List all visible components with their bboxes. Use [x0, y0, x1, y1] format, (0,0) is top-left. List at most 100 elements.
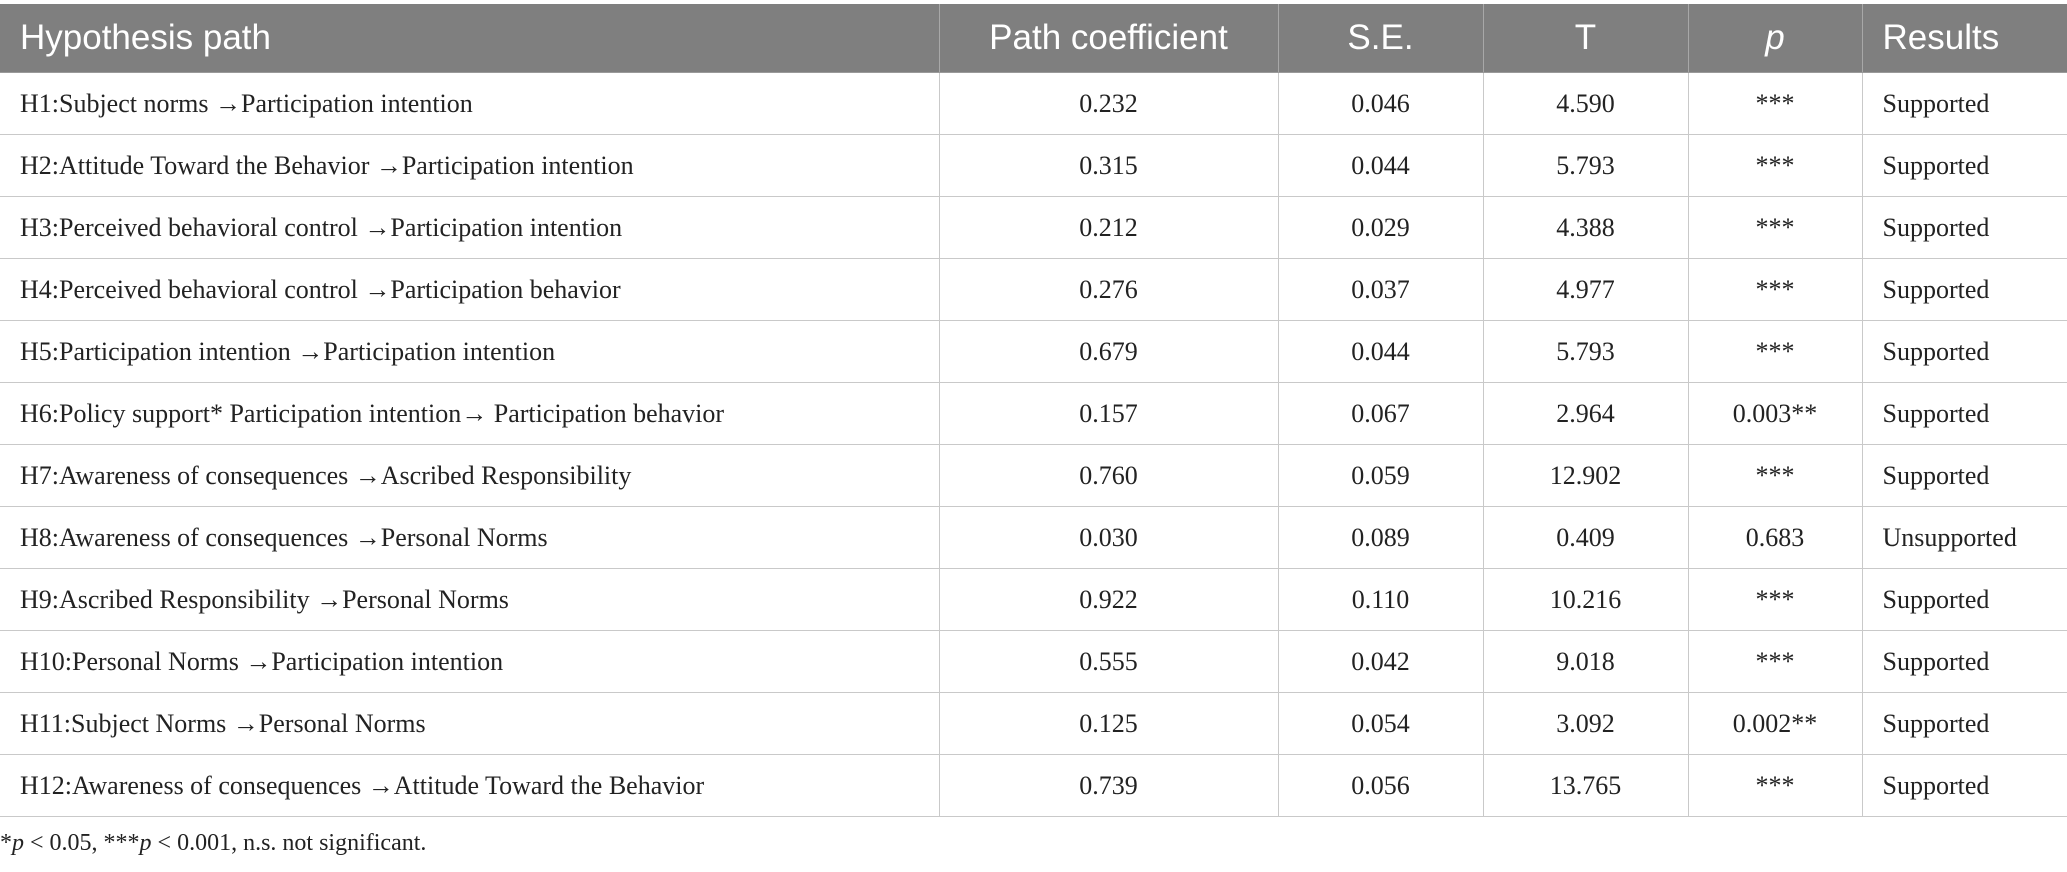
header-p-value: p	[1688, 4, 1863, 73]
cell-standard-error: 0.059	[1278, 444, 1484, 507]
cell-p-value: 0.002**	[1688, 692, 1863, 755]
table-row: H9:Ascribed Responsibility →Personal Nor…	[0, 568, 2067, 631]
header-results: Results	[1862, 4, 2067, 73]
cell-standard-error: 0.042	[1278, 630, 1484, 693]
cell-t-value: 2.964	[1483, 382, 1689, 445]
table-row: H8:Awareness of consequences →Personal N…	[0, 506, 2067, 569]
cell-t-value: 3.092	[1483, 692, 1689, 755]
cell-hypothesis-path: H6:Policy support* Participation intenti…	[0, 382, 940, 445]
cell-p-value: ***	[1688, 134, 1863, 197]
cell-path-coefficient: 0.922	[939, 568, 1279, 631]
cell-hypothesis-path: H3:Perceived behavioral control →Partici…	[0, 196, 940, 259]
table-row: H10:Personal Norms →Participation intent…	[0, 630, 2067, 693]
cell-standard-error: 0.037	[1278, 258, 1484, 321]
cell-result: Supported	[1862, 196, 2067, 259]
cell-standard-error: 0.067	[1278, 382, 1484, 445]
cell-result: Supported	[1862, 754, 2067, 817]
cell-result: Supported	[1862, 692, 2067, 755]
cell-result: Supported	[1862, 382, 2067, 445]
cell-p-value: ***	[1688, 568, 1863, 631]
cell-p-value: ***	[1688, 754, 1863, 817]
results-table-container: Hypothesis path Path coefficient S.E. T …	[0, 4, 2067, 817]
cell-standard-error: 0.029	[1278, 196, 1484, 259]
cell-t-value: 10.216	[1483, 568, 1689, 631]
cell-p-value: ***	[1688, 444, 1863, 507]
cell-p-value: ***	[1688, 630, 1863, 693]
cell-hypothesis-path: H8:Awareness of consequences →Personal N…	[0, 506, 940, 569]
cell-hypothesis-path: H2:Attitude Toward the Behavior →Partici…	[0, 134, 940, 197]
table-row: H2:Attitude Toward the Behavior →Partici…	[0, 134, 2067, 197]
cell-path-coefficient: 0.760	[939, 444, 1279, 507]
cell-path-coefficient: 0.212	[939, 196, 1279, 259]
footnote-star: *	[0, 830, 12, 856]
cell-standard-error: 0.044	[1278, 320, 1484, 383]
cell-path-coefficient: 0.030	[939, 506, 1279, 569]
cell-result: Supported	[1862, 134, 2067, 197]
footnote-p-symbol: p	[12, 830, 24, 856]
cell-p-value: 0.003**	[1688, 382, 1863, 445]
cell-t-value: 0.409	[1483, 506, 1689, 569]
table-row: H3:Perceived behavioral control →Partici…	[0, 196, 2067, 259]
cell-t-value: 4.977	[1483, 258, 1689, 321]
table-row: H1:Subject norms →Participation intentio…	[0, 72, 2067, 135]
cell-hypothesis-path: H7:Awareness of consequences →Ascribed R…	[0, 444, 940, 507]
table-row: H5:Participation intention →Participatio…	[0, 320, 2067, 383]
table-row: H6:Policy support* Participation intenti…	[0, 382, 2067, 445]
header-hypothesis-path: Hypothesis path	[0, 4, 940, 73]
cell-p-value: 0.683	[1688, 506, 1863, 569]
footnote-p-symbol: p	[139, 830, 152, 856]
table-body: H1:Subject norms →Participation intentio…	[0, 72, 2067, 817]
cell-t-value: 13.765	[1483, 754, 1689, 817]
cell-result: Supported	[1862, 444, 2067, 507]
cell-t-value: 5.793	[1483, 320, 1689, 383]
cell-p-value: ***	[1688, 196, 1863, 259]
cell-p-value: ***	[1688, 258, 1863, 321]
cell-path-coefficient: 0.315	[939, 134, 1279, 197]
cell-standard-error: 0.054	[1278, 692, 1484, 755]
cell-hypothesis-path: H5:Participation intention →Participatio…	[0, 320, 940, 383]
cell-path-coefficient: 0.679	[939, 320, 1279, 383]
cell-standard-error: 0.056	[1278, 754, 1484, 817]
cell-result: Supported	[1862, 72, 2067, 135]
footnote-text-2: < 0.001, n.s. not significant.	[151, 830, 427, 856]
cell-hypothesis-path: H12:Awareness of consequences →Attitude …	[0, 754, 940, 817]
header-standard-error: S.E.	[1278, 4, 1484, 73]
hypothesis-results-table: Hypothesis path Path coefficient S.E. T …	[0, 4, 2067, 817]
table-row: H4:Perceived behavioral control →Partici…	[0, 258, 2067, 321]
header-t-value: T	[1483, 4, 1689, 73]
cell-p-value: ***	[1688, 72, 1863, 135]
table-footnote: *p < 0.05, ***p < 0.001, n.s. not signif…	[0, 830, 426, 857]
header-row: Hypothesis path Path coefficient S.E. T …	[0, 4, 2067, 73]
cell-t-value: 4.388	[1483, 196, 1689, 259]
table-row: H7:Awareness of consequences →Ascribed R…	[0, 444, 2067, 507]
cell-path-coefficient: 0.739	[939, 754, 1279, 817]
cell-result: Supported	[1862, 630, 2067, 693]
cell-result: Supported	[1862, 568, 2067, 631]
cell-path-coefficient: 0.232	[939, 72, 1279, 135]
cell-result: Unsupported	[1862, 506, 2067, 569]
cell-result: Supported	[1862, 258, 2067, 321]
cell-path-coefficient: 0.125	[939, 692, 1279, 755]
cell-t-value: 12.902	[1483, 444, 1689, 507]
cell-hypothesis-path: H1:Subject norms →Participation intentio…	[0, 72, 940, 135]
cell-standard-error: 0.089	[1278, 506, 1484, 569]
cell-standard-error: 0.044	[1278, 134, 1484, 197]
cell-standard-error: 0.110	[1278, 568, 1484, 631]
cell-result: Supported	[1862, 320, 2067, 383]
table-row: H12:Awareness of consequences →Attitude …	[0, 754, 2067, 817]
table-row: H11:Subject Norms →Personal Norms 0.125 0.…	[0, 692, 2067, 755]
cell-path-coefficient: 0.157	[939, 382, 1279, 445]
cell-hypothesis-path: H9:Ascribed Responsibility →Personal Nor…	[0, 568, 940, 631]
cell-t-value: 9.018	[1483, 630, 1689, 693]
cell-t-value: 5.793	[1483, 134, 1689, 197]
cell-standard-error: 0.046	[1278, 72, 1484, 135]
footnote-text-1: < 0.05, ***	[24, 830, 140, 856]
cell-p-value: ***	[1688, 320, 1863, 383]
cell-hypothesis-path: H4:Perceived behavioral control →Partici…	[0, 258, 940, 321]
cell-path-coefficient: 0.555	[939, 630, 1279, 693]
cell-path-coefficient: 0.276	[939, 258, 1279, 321]
header-path-coefficient: Path coefficient	[939, 4, 1279, 73]
cell-t-value: 4.590	[1483, 72, 1689, 135]
cell-hypothesis-path: H10:Personal Norms →Participation intent…	[0, 630, 940, 693]
cell-hypothesis-path: H11:Subject Norms →Personal Norms	[0, 692, 940, 755]
